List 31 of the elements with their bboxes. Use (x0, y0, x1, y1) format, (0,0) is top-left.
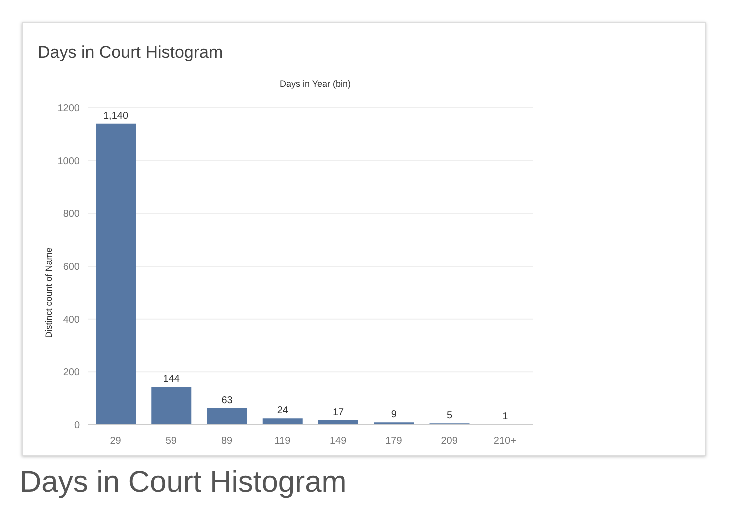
x-tick-label: 209 (441, 436, 458, 448)
bar (96, 124, 136, 425)
y-tick-label: 800 (63, 209, 80, 220)
x-tick-label: 29 (110, 436, 122, 448)
x-tick-label: 179 (386, 436, 403, 448)
bar (152, 386, 192, 425)
data-label: 1,140 (103, 110, 129, 122)
data-label: 63 (222, 395, 234, 406)
y-tick-label: 400 (63, 314, 80, 326)
chart-title: Days in Court Histogram (38, 43, 224, 63)
data-label: 17 (332, 408, 344, 419)
data-label: 24 (277, 406, 289, 417)
y-tick-label: 1000 (58, 156, 80, 168)
bar (207, 408, 248, 425)
x-tick-label: 89 (222, 436, 234, 448)
data-label: 9 (391, 410, 398, 421)
y-tick-label: 600 (63, 262, 80, 274)
data-label: 1 (502, 412, 509, 423)
data-label: 144 (163, 374, 180, 385)
y-tick-label: 1200 (58, 104, 80, 115)
x-axis-title: Days in Year (bin) (278, 79, 352, 89)
y-tick-label: 0 (74, 420, 80, 432)
bar (262, 418, 303, 425)
y-tick-label: 200 (63, 368, 80, 379)
x-tick-label: 210+ (494, 436, 517, 448)
y-axis-title: Distinct count of Name (44, 248, 54, 338)
x-tick-label: 59 (166, 436, 178, 448)
text: Days in Court Histogram (20, 466, 347, 500)
data-label: 5 (446, 410, 453, 422)
x-tick-label: 119 (274, 436, 292, 448)
x-tick-label: 149 (330, 436, 348, 448)
